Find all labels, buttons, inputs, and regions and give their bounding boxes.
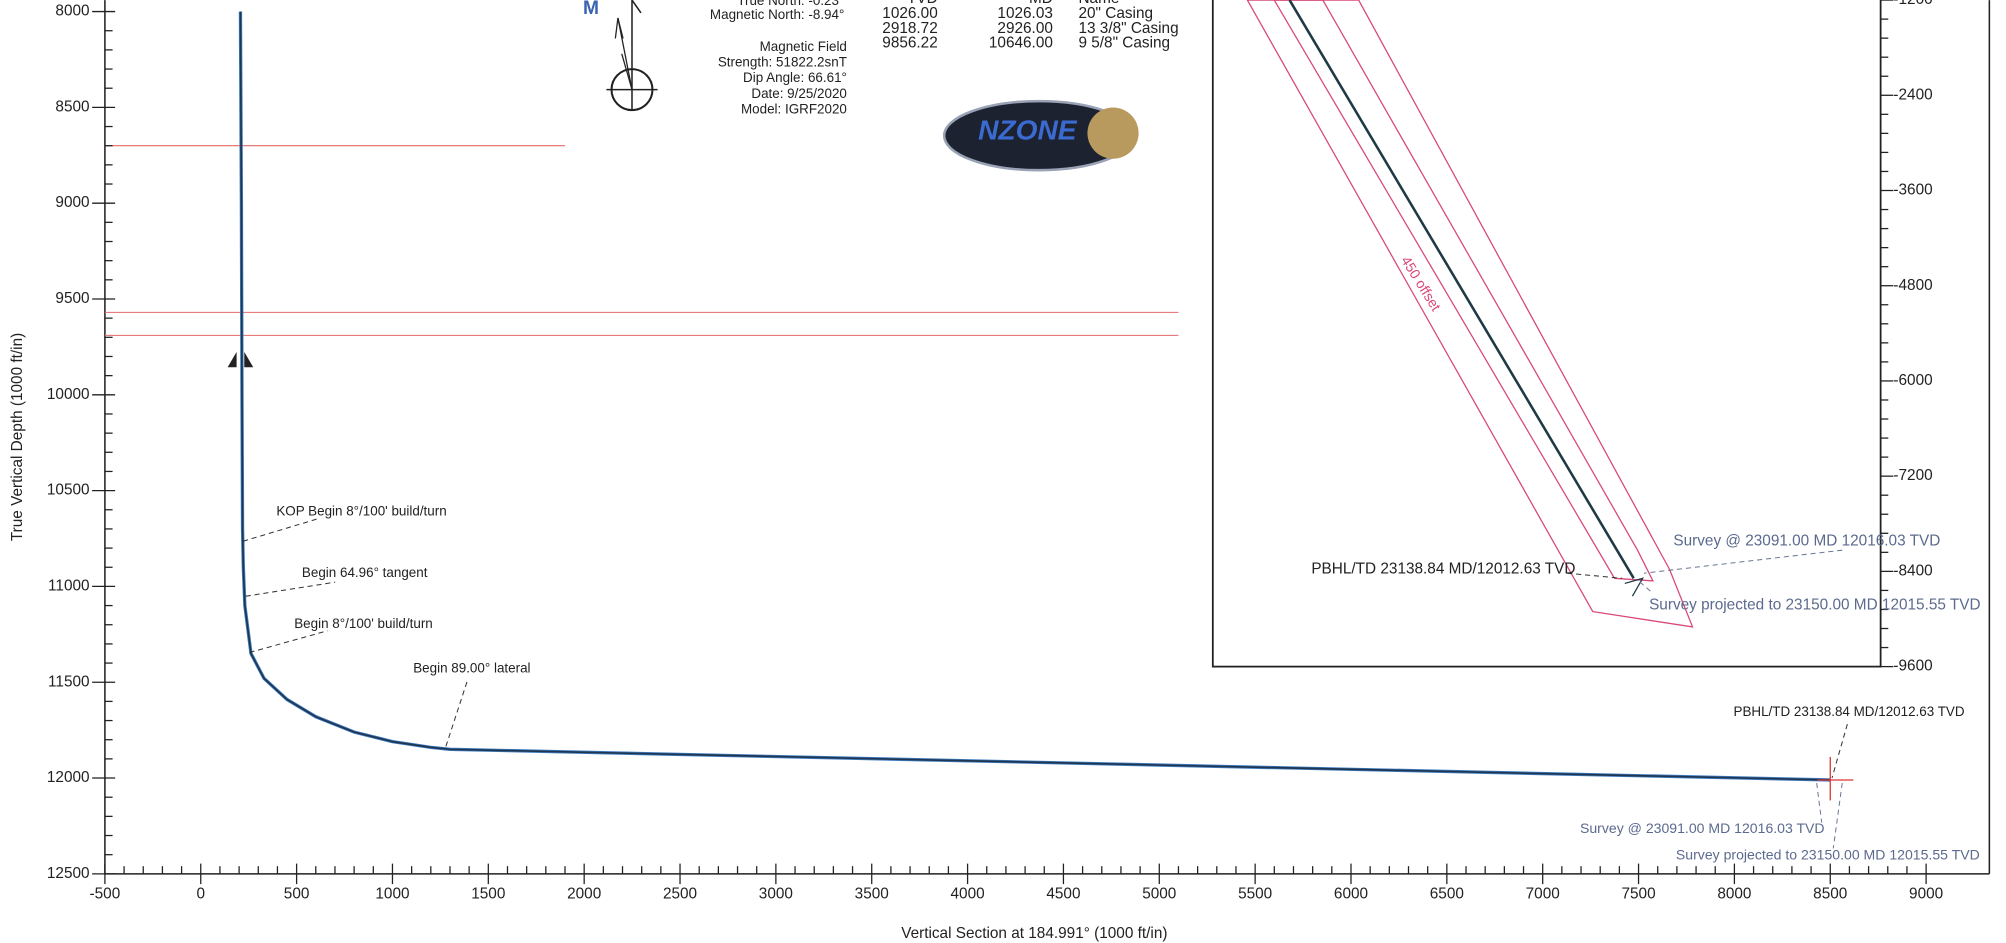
y-tick-label: 11500 xyxy=(48,673,90,690)
field-info: Date: 9/25/2020 xyxy=(751,86,847,101)
y-tick-label: 10000 xyxy=(47,386,90,403)
casing-shoe xyxy=(227,351,254,368)
x-tick-label: 6000 xyxy=(1334,885,1368,902)
x-axis-label: Vertical Section at 184.991° (1000 ft/in… xyxy=(901,925,1167,942)
y-tick-label: 11000 xyxy=(48,577,90,594)
inset-frame xyxy=(1211,0,1882,668)
x-tick-label: 4000 xyxy=(951,885,985,902)
x-tick-label: 500 xyxy=(284,885,310,902)
casing-cell: 20" Casing xyxy=(1078,5,1153,22)
casing-cell: 2926.00 xyxy=(997,20,1052,37)
y-tick-label: 8500 xyxy=(55,98,89,115)
casing-cell: 9856.22 xyxy=(882,35,937,52)
inset-y-tick-label: -8400 xyxy=(1893,562,1932,579)
inset-annotation-leader xyxy=(1567,572,1623,579)
north-info: Magnetic North: -8.94° xyxy=(710,7,844,22)
annotation: Begin 8°/100' build/turn xyxy=(294,616,433,631)
annotation: PBHL/TD 23138.84 MD/12012.63 TVD xyxy=(1734,704,1965,719)
north-arrow: M xyxy=(583,0,658,112)
annotation-leader xyxy=(444,681,468,749)
annotation: KOP Begin 8°/100' build/turn xyxy=(276,503,446,518)
inset-annotation: Survey @ 23091.00 MD 12016.03 TVD xyxy=(1673,532,1940,549)
logo: NZONE xyxy=(942,99,1139,172)
casing-cell: 13 3/8" Casing xyxy=(1078,20,1178,37)
annotation: Survey projected to 23150.00 MD 12015.55… xyxy=(1676,847,1980,863)
field-info: Magnetic Field xyxy=(760,39,847,54)
annotation: Begin 64.96° tangent xyxy=(302,565,428,580)
x-tick-label: -500 xyxy=(90,885,121,902)
x-tick-label: 8000 xyxy=(1717,885,1751,902)
x-tick-label: 2000 xyxy=(567,885,601,902)
inset-y-tick-label: -3600 xyxy=(1893,182,1932,199)
inset-y-tick-label: -7200 xyxy=(1893,467,1932,484)
y-tick-label: 8000 xyxy=(55,3,89,20)
x-tick-label: 6500 xyxy=(1430,885,1464,902)
inset-annotation: PBHL/TD 23138.84 MD/12012.63 TVD xyxy=(1311,560,1575,577)
north-label: M xyxy=(583,0,599,19)
annotation: Begin 89.00° lateral xyxy=(413,661,530,676)
plan-end xyxy=(1624,577,1645,597)
header: True North: -0.23°Magnetic North: -8.94°… xyxy=(710,0,1179,116)
x-tick-label: 4500 xyxy=(1046,885,1080,902)
x-tick-label: 7500 xyxy=(1621,885,1655,902)
casing-cell: 10646.00 xyxy=(989,35,1053,52)
casing-header: MD xyxy=(1029,0,1053,7)
north-info: True North: -0.23° xyxy=(737,0,844,8)
casing-header: Name xyxy=(1078,0,1119,7)
offset-envelope-inner xyxy=(1273,0,1654,582)
inset-annotation-leader xyxy=(1639,581,1651,592)
y-tick-label: 10500 xyxy=(47,482,90,499)
well-path xyxy=(239,11,1831,781)
annotation-leader xyxy=(1832,782,1843,849)
annotation-leader xyxy=(242,517,320,542)
x-tick-label: 3500 xyxy=(855,885,889,902)
y-tick-label: 9500 xyxy=(55,290,89,307)
x-tick-label: 5500 xyxy=(1238,885,1272,902)
inset-y-tick-label: -4800 xyxy=(1893,277,1932,294)
inset-y-tick-label: -2400 xyxy=(1893,86,1932,103)
x-tick-label: 9000 xyxy=(1909,885,1943,902)
y-tick-label: 12500 xyxy=(47,865,90,882)
inset-y-tick-label: -6000 xyxy=(1893,372,1932,389)
x-tick-label: 2500 xyxy=(663,885,697,902)
y-tick-label: 12000 xyxy=(47,769,90,786)
x-tick-label: 3000 xyxy=(759,885,793,902)
x-tick-label: 8500 xyxy=(1813,885,1847,902)
casing-cell: 2918.72 xyxy=(882,20,937,37)
logo-text: NZONE xyxy=(978,114,1078,145)
casing-cell: 1026.00 xyxy=(882,5,937,22)
inset-annotation-leader xyxy=(1643,549,1843,574)
plan-path xyxy=(1288,0,1635,579)
vertical-section: 8000850090009500100001050011000115001200… xyxy=(9,0,1990,942)
annotation: Survey @ 23091.00 MD 12016.03 TVD xyxy=(1580,820,1825,836)
inset-y-tick-label: -9600 xyxy=(1893,658,1932,675)
field-info: Dip Angle: 66.61° xyxy=(743,70,847,85)
field-info: Strength: 51822.2snT xyxy=(718,55,847,70)
casing-header: TVD xyxy=(907,0,938,7)
x-tick-label: 0 xyxy=(196,885,205,902)
x-tick-label: 7000 xyxy=(1526,885,1560,902)
inset-y-tick-label: -1200 xyxy=(1893,0,1932,8)
casing-cell: 1026.03 xyxy=(997,5,1052,22)
casing-cell: 9 5/8" Casing xyxy=(1078,35,1170,52)
inset-annotation: Survey projected to 23150.00 MD 12015.55… xyxy=(1649,596,1981,613)
annotation-leader xyxy=(249,630,328,654)
x-tick-label: 1500 xyxy=(471,885,505,902)
plan-inset: -1200 -2400 -3600 -4800 -6000 -7200 -8400 -9600… xyxy=(1211,0,1991,874)
field-info: Model: IGRF2020 xyxy=(741,101,847,116)
annotation-leader xyxy=(245,581,336,597)
y-axis-label: True Vertical Depth (1000 ft/in) xyxy=(9,333,26,541)
x-tick-label: 1000 xyxy=(375,885,409,902)
annotation-leader xyxy=(1816,782,1823,823)
offset-envelope xyxy=(1246,0,1694,628)
x-tick-label: 5000 xyxy=(1142,885,1176,902)
annotation-leader xyxy=(1831,724,1848,779)
y-tick-label: 9000 xyxy=(55,194,89,211)
